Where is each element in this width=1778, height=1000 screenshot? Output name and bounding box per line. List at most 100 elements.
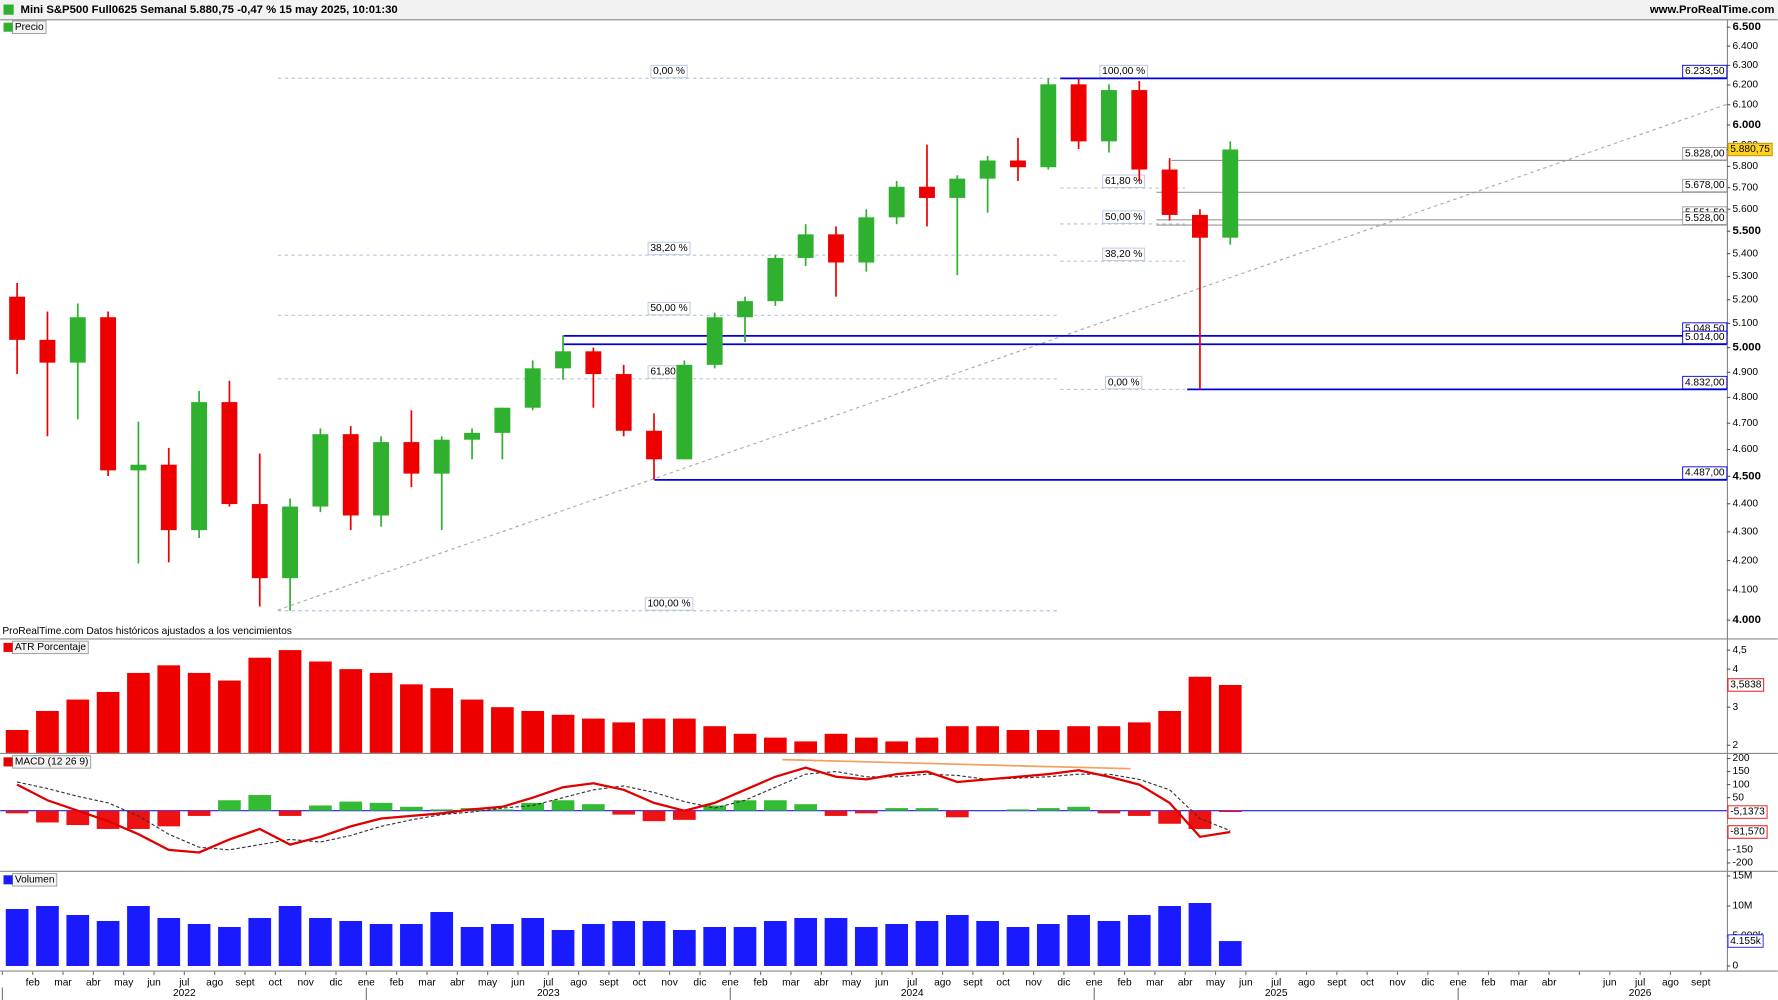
x-tick-label: ago [206,978,223,989]
level-label-group: 5.678,00 [1682,178,1728,193]
x-tick-label: nov [297,978,314,989]
x-tick-label: nov [1389,978,1406,989]
y-tick-label: 5.400 [1733,248,1759,259]
fib-label: 0,00 % [1108,377,1140,388]
y-tick-label: 4.600 [1733,444,1759,455]
bar [278,650,302,753]
bar [309,661,332,753]
y-tick-label: 4 [1733,664,1739,675]
histogram-bar [218,800,241,811]
bar [1067,915,1090,966]
candle-body [251,504,268,579]
fib-label-group: 38,20 % [1102,247,1146,262]
macd-line [16,766,1231,854]
level-label: 5.528,00 [1685,213,1725,224]
bar [1158,906,1181,966]
panel-title: Volumen [15,875,55,886]
fib-label-group: 0,00 % [650,64,688,79]
y-tick-label: 150 [1733,766,1750,777]
bar [885,923,908,966]
candle-body [1070,84,1087,142]
histogram-bar [66,810,90,826]
bar [521,918,545,966]
level-label: 5.014,00 [1685,332,1725,343]
y-tick-label: 4.100 [1733,585,1759,596]
candle-body [494,407,511,433]
histogram-bar [187,810,211,816]
histogram-bar [1036,808,1060,811]
bar [703,926,727,966]
x-tick-label: sept [235,978,254,989]
candle-body [1222,149,1239,238]
histogram-bar [5,810,29,814]
value-label: 3,5838 [1730,680,1761,691]
histogram-bar [1158,810,1181,824]
bar [794,918,818,966]
histogram-bar [491,809,514,811]
level-label-group: 5.828,00 [1682,147,1728,161]
level-label: 5.828,00 [1685,148,1725,159]
bar [1218,684,1242,753]
fib-label-box [1105,375,1143,390]
x-tick-label: oct [1360,978,1374,989]
bar [218,680,241,753]
bar [491,707,514,753]
bar [127,672,150,753]
bar [673,718,696,753]
y-tick-label: 4.300 [1733,527,1759,538]
value-label-group: 3,5838 [1727,678,1765,692]
histogram-bar [673,810,696,820]
bar [1097,726,1121,753]
bar [551,714,575,753]
candle-body [676,364,693,460]
level-label-box [1682,375,1728,390]
bar [248,918,272,966]
fib-label-group: 50,00 % [647,301,691,316]
x-tick-label: mar [54,978,72,989]
y-tick-label: 5.500 [1733,225,1761,237]
bar [824,918,848,966]
year-label: 2023 [537,988,560,999]
histogram-bar [430,809,454,811]
fib-label: 61,80 % [650,367,687,378]
bar [430,912,454,966]
level-label-group: 4.487,00 [1682,466,1728,480]
y-tick-label: 5.200 [1733,294,1759,305]
y-tick-label: 4.900 [1733,367,1759,378]
x-tick-label: abr [814,978,829,989]
y-tick-label: 6.300 [1733,60,1759,71]
bar [1127,722,1151,753]
macd-value-label: -81,570 [1730,827,1765,838]
last-price-box [1727,142,1773,157]
bar [36,906,59,966]
bar [491,923,514,966]
histogram-bar [1097,810,1121,814]
level-label-box [1682,147,1728,161]
bar [976,726,999,753]
bar [1036,730,1060,753]
x-tick-label: abr [450,978,465,989]
candle-body [858,217,875,263]
bar [824,733,848,753]
bar [1127,915,1151,966]
x-tick-label: sept [963,978,982,989]
x-tick-label: oct [996,978,1010,989]
bar [642,921,666,966]
histogram-bar [278,810,302,816]
year-label: 2026 [1629,988,1652,999]
bar [1067,726,1090,753]
signal-line [16,770,1231,851]
bar [1097,921,1121,966]
year-label: 2025 [1265,988,1288,999]
bar [430,688,454,753]
value-label-group: 4.155k [1727,934,1764,948]
histogram-bar [127,810,150,829]
bar [36,710,59,753]
y-tick-label: 5.800 [1733,161,1759,172]
x-tick-label: jul [906,978,917,989]
bar [642,718,666,753]
bar [945,726,969,753]
bar [673,929,696,966]
y-tick-label: 200 [1733,753,1750,764]
